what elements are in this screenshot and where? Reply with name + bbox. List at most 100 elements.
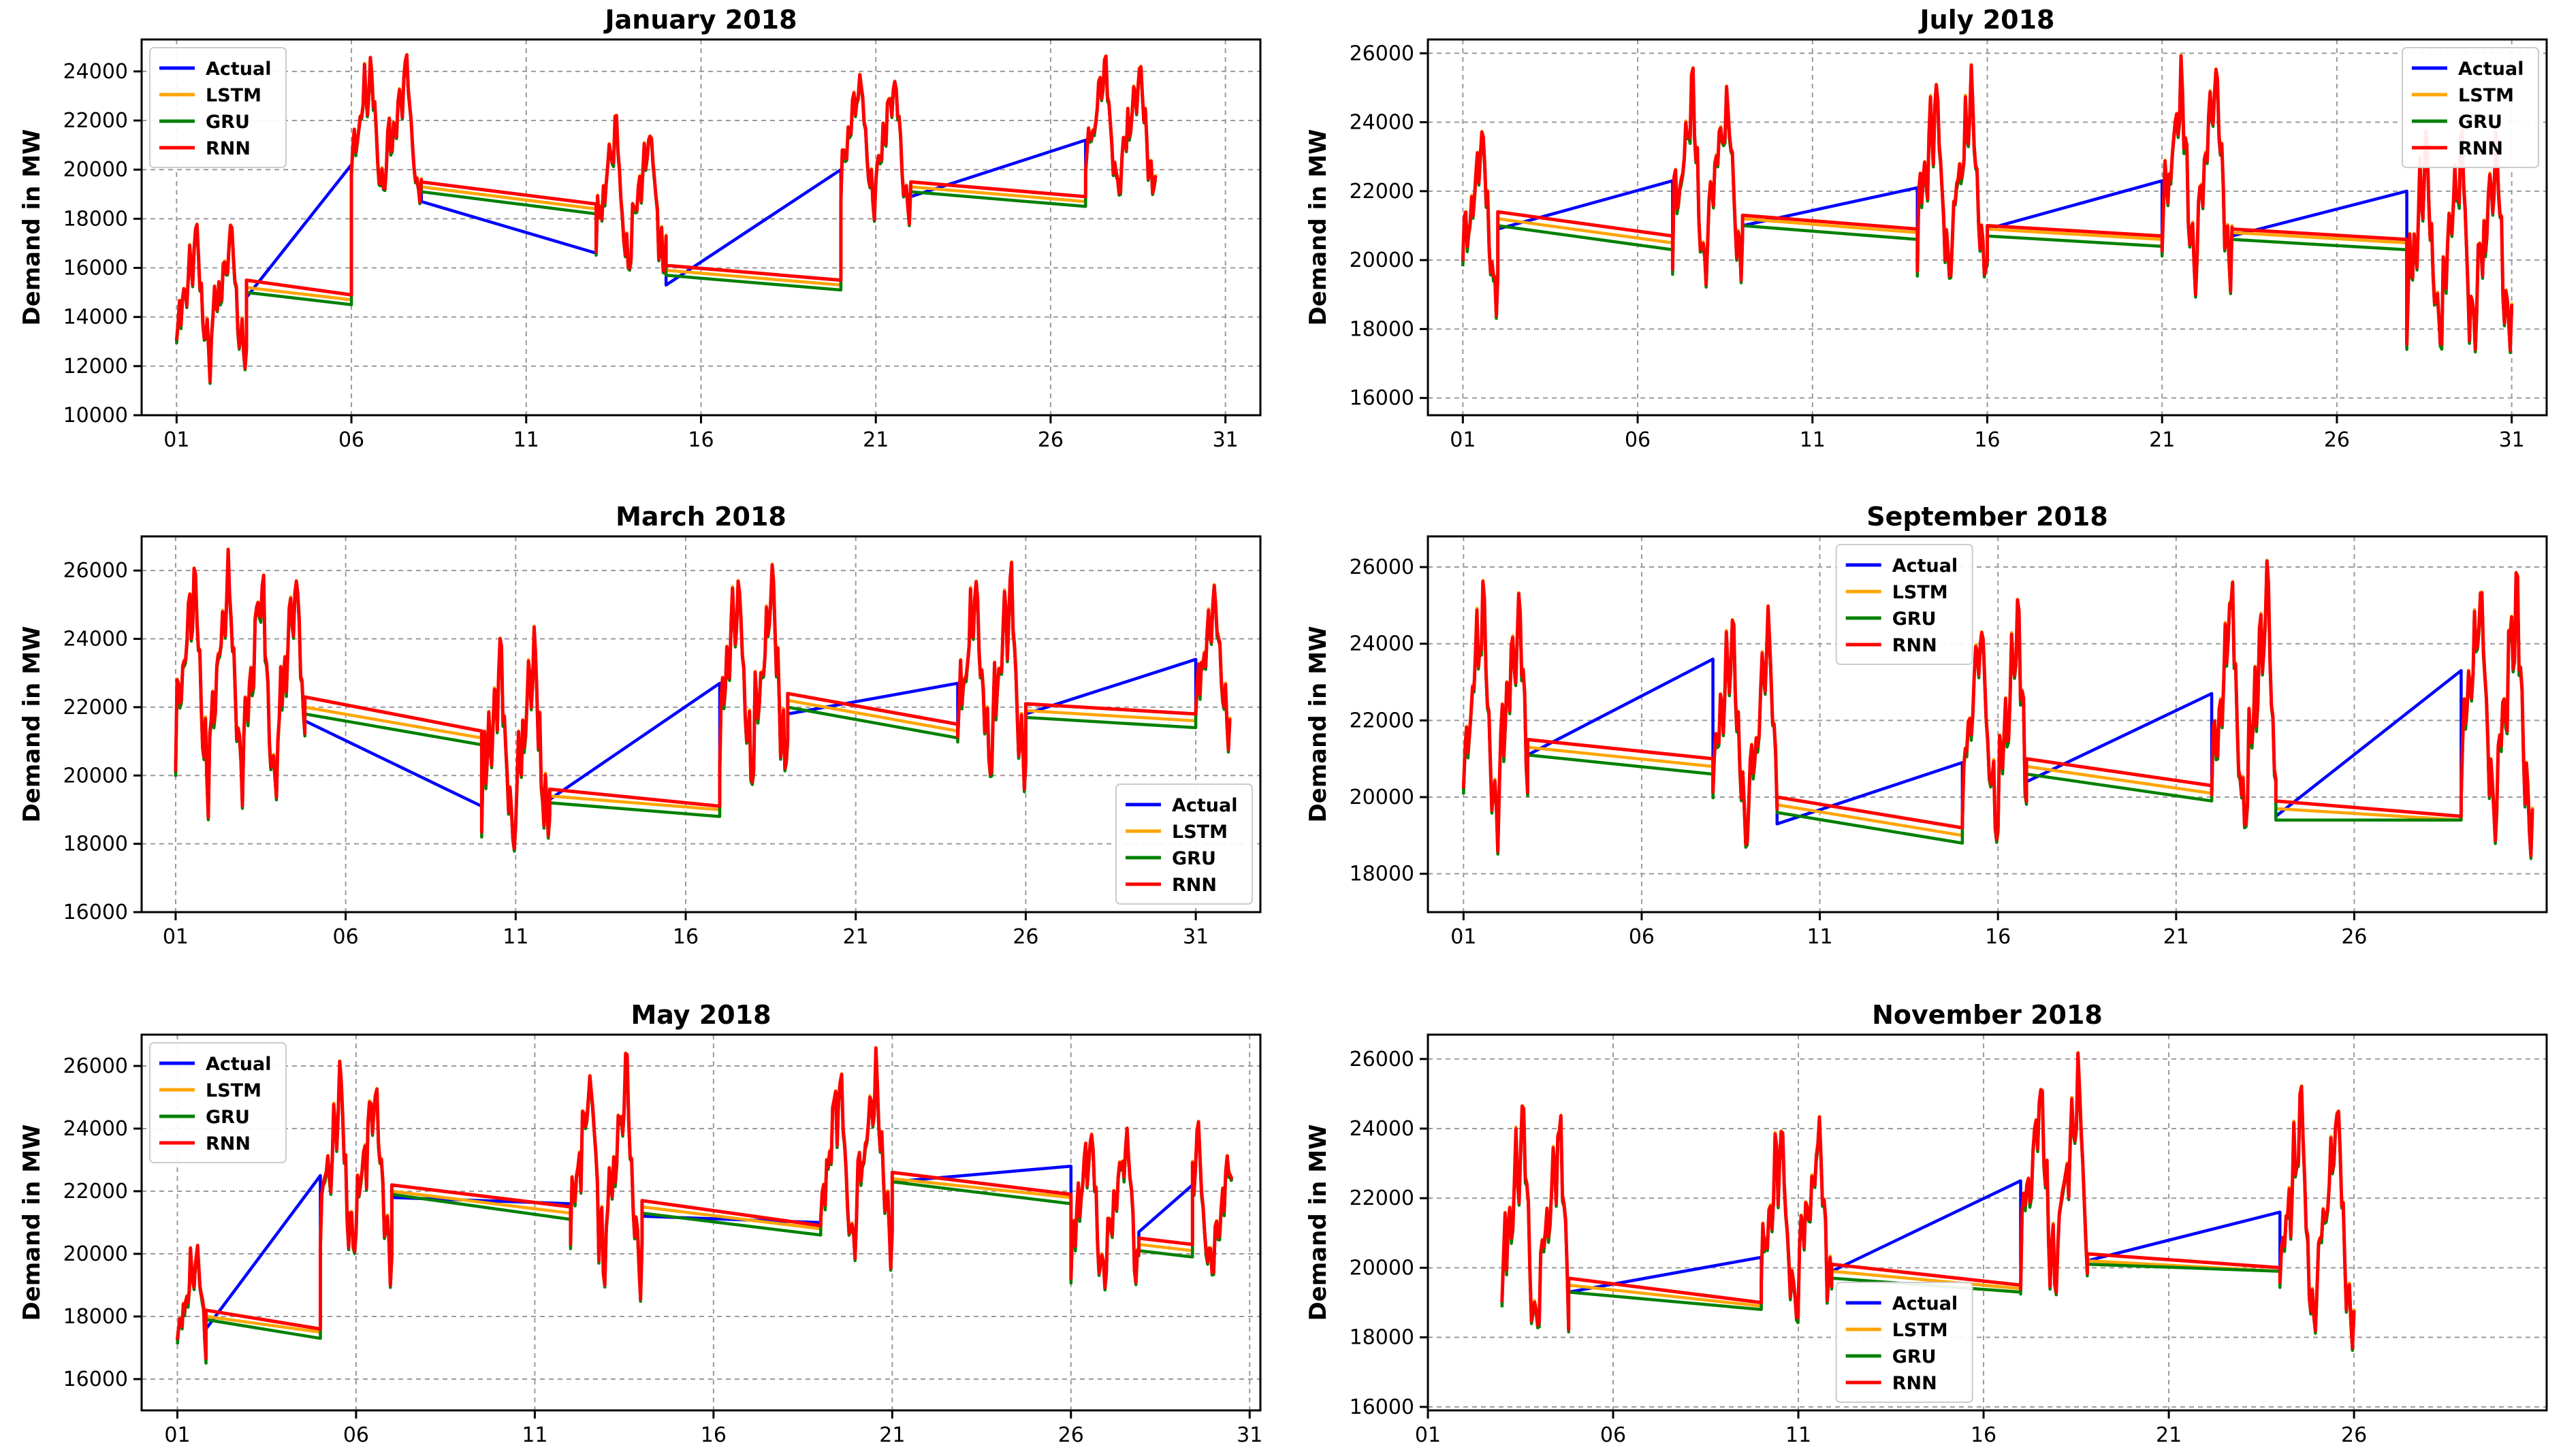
y-tick-label: 22000 — [63, 109, 128, 133]
y-tick-label: 18000 — [1350, 862, 1414, 886]
legend-label-rnn: RNN — [1172, 875, 1217, 896]
series-group — [174, 547, 1232, 853]
legend-label-lstm: LSTM — [1892, 1320, 1948, 1341]
x-tick-label: 11 — [513, 428, 539, 452]
y-tick-label: 16000 — [63, 901, 128, 924]
x-tick-label: 26 — [2341, 925, 2367, 949]
legend-label-lstm: LSTM — [1172, 822, 1228, 843]
series-group — [1461, 558, 2534, 860]
x-tick-label: 21 — [2163, 925, 2189, 949]
legend: Actual LSTM GRU RNN — [149, 47, 287, 168]
series-line-rnn — [1500, 1051, 2356, 1350]
x-tick-label: 26 — [1013, 925, 1038, 949]
y-tick-label: 22000 — [63, 696, 128, 719]
y-tick-label: 24000 — [1350, 1117, 1414, 1141]
legend-label-actual: Actual — [1172, 795, 1238, 816]
x-tick-label: 06 — [343, 1423, 369, 1447]
series-line-rnn — [176, 1046, 1234, 1361]
y-tick-label: 24000 — [63, 60, 128, 84]
y-tick-label: 18000 — [63, 832, 128, 856]
y-tick-label: 22000 — [1350, 709, 1414, 732]
series-line-gru — [175, 55, 1158, 385]
y-tick-label: 24000 — [63, 1117, 128, 1141]
series-line-actual — [176, 1047, 1234, 1361]
x-tick-label: 06 — [1600, 1423, 1626, 1447]
y-tick-label: 20000 — [1350, 786, 1414, 809]
legend-label-gru: GRU — [1892, 609, 1937, 630]
series-line-lstm — [176, 1046, 1234, 1359]
x-tick-label: 16 — [1985, 925, 2011, 949]
y-axis-label: Demand in MW — [1305, 129, 1332, 325]
legend-box — [1115, 783, 1253, 905]
y-tick-label: 24000 — [1350, 111, 1414, 135]
legend-box — [2402, 47, 2539, 168]
x-tick-label: 26 — [2324, 428, 2350, 452]
legend-label-lstm: LSTM — [1892, 582, 1948, 603]
x-tick-label: 01 — [163, 925, 189, 949]
legend-label-gru: GRU — [1172, 848, 1216, 869]
y-tick-label: 12000 — [63, 355, 128, 378]
series-line-rnn — [174, 53, 1158, 384]
legend-label-actual: Actual — [2458, 59, 2524, 80]
legend-box — [1835, 544, 1973, 665]
y-tick-label: 20000 — [63, 1242, 128, 1266]
panel-november-2018: 01 06 11 16 21 26 16000 18000 20000 22000 24000 260… — [1305, 1000, 2548, 1447]
series-line-rnn — [1461, 54, 2514, 352]
x-tick-label: 16 — [1971, 1423, 1996, 1447]
y-tick-label: 18000 — [63, 207, 128, 231]
y-tick-label: 16000 — [63, 257, 128, 280]
y-tick-label: 18000 — [63, 1305, 128, 1329]
panel-january-2018: 01 06 11 16 21 26 31 10000 12000 14000 16000 18000 2… — [18, 5, 1262, 452]
x-tick-label: 26 — [1038, 428, 1064, 452]
axes: 01 06 11 16 21 26 18000 20000 22000 24000 26000 — [1350, 555, 2368, 949]
x-tick-label: 21 — [843, 925, 869, 949]
panel-may-2018: 01 06 11 16 21 26 31 16000 18000 20000 22000 24000 2… — [18, 1000, 1262, 1447]
panel-march-2018: 01 06 11 16 21 26 31 16000 18000 20000 22000 24000 2… — [18, 502, 1262, 949]
y-tick-label: 26000 — [63, 1054, 128, 1078]
chart-title: July 2018 — [1918, 5, 2055, 35]
axes: 01 06 11 16 21 26 31 16000 18000 20000 22000 24000 2… — [63, 559, 1209, 949]
series-group — [174, 52, 1158, 385]
legend-label-lstm: LSTM — [206, 1080, 261, 1101]
legend-label-gru: GRU — [1892, 1346, 1937, 1368]
legend-box — [149, 1042, 287, 1163]
legend-label-lstm: LSTM — [2458, 85, 2514, 106]
y-tick-label: 20000 — [63, 764, 128, 788]
series-line-rnn — [174, 548, 1232, 851]
x-tick-label: 06 — [1625, 428, 1651, 452]
series-group — [1461, 53, 2514, 355]
series-line-lstm — [175, 52, 1158, 383]
legend-label-gru: GRU — [2458, 112, 2502, 133]
axes: 01 06 11 16 21 26 31 16000 18000 20000 22000 24000 2… — [63, 1054, 1263, 1447]
legend-label-gru: GRU — [206, 1107, 250, 1128]
x-tick-label: 11 — [1806, 925, 1832, 949]
x-tick-label: 01 — [1450, 925, 1476, 949]
y-tick-label: 26000 — [1350, 1048, 1414, 1071]
legend: Actual LSTM GRU RNN — [2402, 47, 2539, 168]
grid — [142, 39, 1260, 416]
legend-label-actual: Actual — [206, 1054, 272, 1075]
plot-frame — [1427, 535, 2548, 913]
x-tick-label: 21 — [2156, 1423, 2182, 1447]
y-tick-label: 22000 — [63, 1180, 128, 1203]
x-tick-label: 31 — [2499, 428, 2525, 452]
y-tick-label: 16000 — [63, 1368, 128, 1391]
y-axis-label: Demand in MW — [18, 626, 46, 822]
legend-label-rnn: RNN — [206, 138, 251, 159]
y-tick-label: 22000 — [1350, 180, 1414, 204]
y-tick-label: 26000 — [63, 559, 128, 583]
x-tick-label: 26 — [2341, 1423, 2367, 1447]
y-tick-label: 20000 — [63, 158, 128, 182]
legend: Actual LSTM GRU RNN — [149, 1042, 287, 1163]
grid — [142, 1035, 1260, 1410]
legend-label-rnn: RNN — [206, 1133, 251, 1154]
y-axis-label: Demand in MW — [1305, 1124, 1332, 1321]
y-tick-label: 24000 — [63, 628, 128, 651]
y-tick-label: 18000 — [1350, 1326, 1414, 1350]
legend-label-rnn: RNN — [2458, 138, 2503, 159]
grid — [1427, 1035, 2547, 1410]
x-tick-label: 11 — [503, 925, 528, 949]
x-tick-label: 01 — [1450, 428, 1476, 452]
chart-title: September 2018 — [1866, 502, 2108, 532]
x-tick-label: 31 — [1183, 925, 1209, 949]
